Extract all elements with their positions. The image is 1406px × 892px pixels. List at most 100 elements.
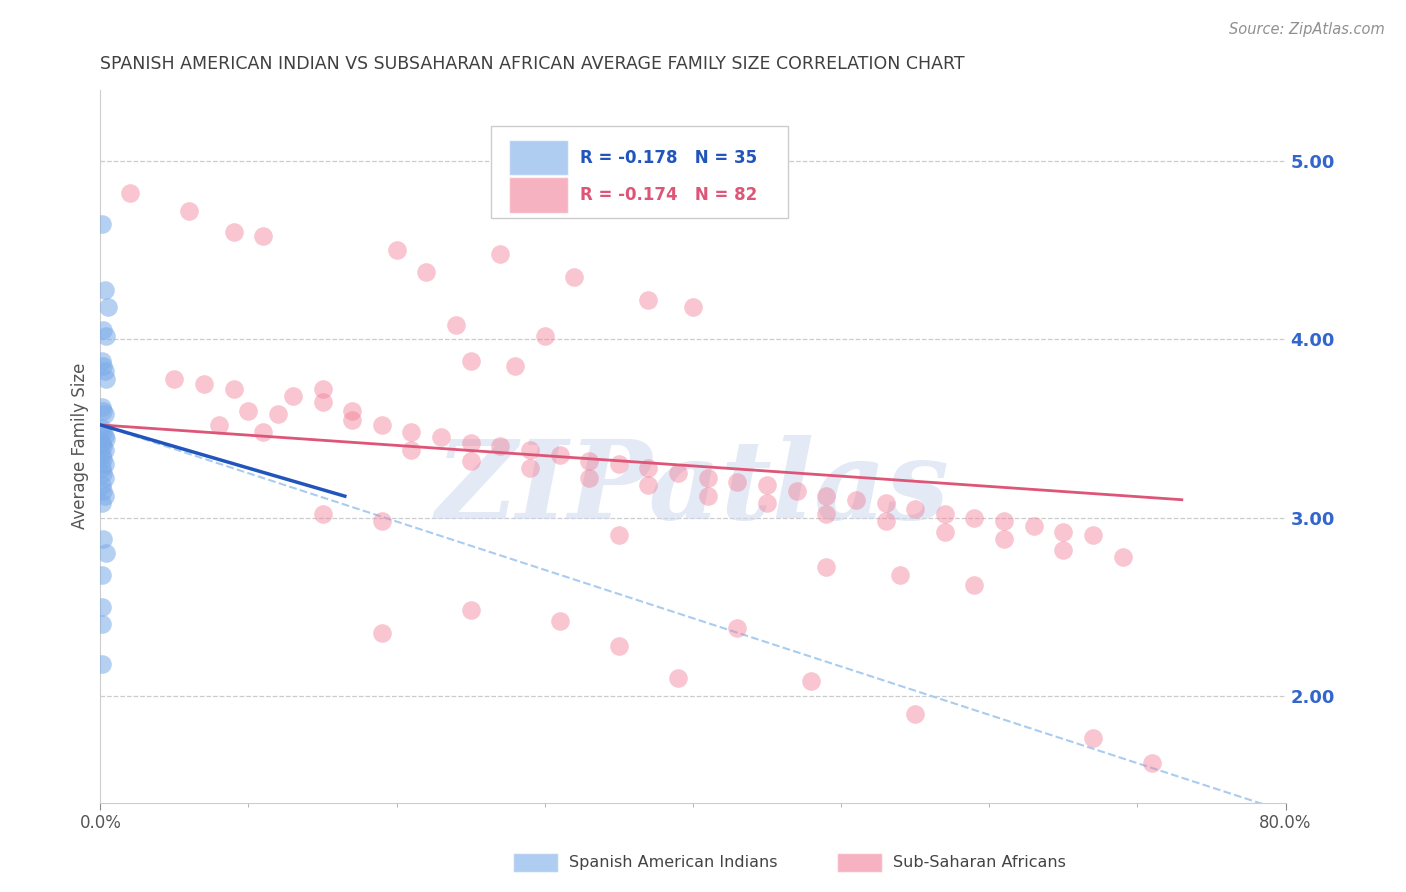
FancyBboxPatch shape [492,126,787,219]
Point [815,489,838,503]
Point [90,657,112,671]
Point [607,457,630,471]
Point [91,323,114,337]
Point [904,706,927,721]
Point [934,524,956,539]
Point [94,407,117,421]
Point [875,514,897,528]
Point [756,478,779,492]
Point [90,353,112,368]
Point [460,435,482,450]
Point [91,532,114,546]
Point [889,567,911,582]
Point [96,432,118,446]
Point [637,478,659,492]
Point [90,448,112,462]
Point [222,226,245,240]
Point [97,301,120,315]
Point [91,403,114,417]
Point [311,394,333,409]
Point [489,247,512,261]
Point [90,617,112,632]
Point [682,301,704,315]
Point [1052,524,1074,539]
FancyBboxPatch shape [509,140,568,176]
Point [548,614,571,628]
Point [252,229,274,244]
Point [460,453,482,467]
Point [90,421,112,435]
Point [179,204,201,219]
Point [444,318,467,333]
Point [548,448,571,462]
Point [311,507,333,521]
Point [503,359,526,373]
Point [725,621,748,635]
Point [90,567,112,582]
Point [564,270,586,285]
Point [94,364,117,378]
Point [94,428,117,442]
Point [222,382,245,396]
Point [340,403,363,417]
Text: Spanish American Indians: Spanish American Indians [569,855,778,870]
Text: Source: ZipAtlas.com: Source: ZipAtlas.com [1229,22,1385,37]
Point [725,475,748,489]
Point [90,400,112,414]
Point [90,435,112,450]
Point [91,451,114,466]
Point [96,328,118,343]
Text: R = -0.178   N = 35: R = -0.178 N = 35 [581,149,758,167]
Point [489,439,512,453]
Text: Sub-Saharan Africans: Sub-Saharan Africans [893,855,1066,870]
Point [91,439,114,453]
Point [519,460,541,475]
Point [786,483,808,498]
Point [415,265,437,279]
Point [90,599,112,614]
Point [94,457,117,471]
Point [993,532,1015,546]
Point [90,478,112,492]
Point [371,514,394,528]
Point [637,293,659,308]
Point [519,442,541,457]
Point [94,442,117,457]
Point [875,496,897,510]
Point [91,466,114,480]
Point [96,371,118,385]
Point [90,496,112,510]
Point [91,425,114,439]
Point [401,425,423,439]
Point [94,489,117,503]
Point [238,403,260,417]
Point [666,671,689,685]
Point [963,578,986,592]
Point [281,389,304,403]
Point [252,425,274,439]
Point [430,430,453,444]
Point [578,453,600,467]
Point [815,560,838,574]
Point [267,407,290,421]
Point [800,674,823,689]
Point [607,528,630,542]
Text: ZIPatlas: ZIPatlas [436,435,950,543]
Point [91,483,114,498]
Point [94,471,117,485]
Point [163,371,186,385]
Point [91,359,114,373]
Point [208,417,231,432]
Point [607,639,630,653]
Point [1111,549,1133,564]
Point [696,489,718,503]
Point [904,501,927,516]
Point [1081,528,1104,542]
Point [96,546,118,560]
Point [934,507,956,521]
Point [193,376,215,391]
Point [385,244,408,258]
Point [637,460,659,475]
Y-axis label: Average Family Size: Average Family Size [72,363,89,530]
Point [94,283,117,297]
